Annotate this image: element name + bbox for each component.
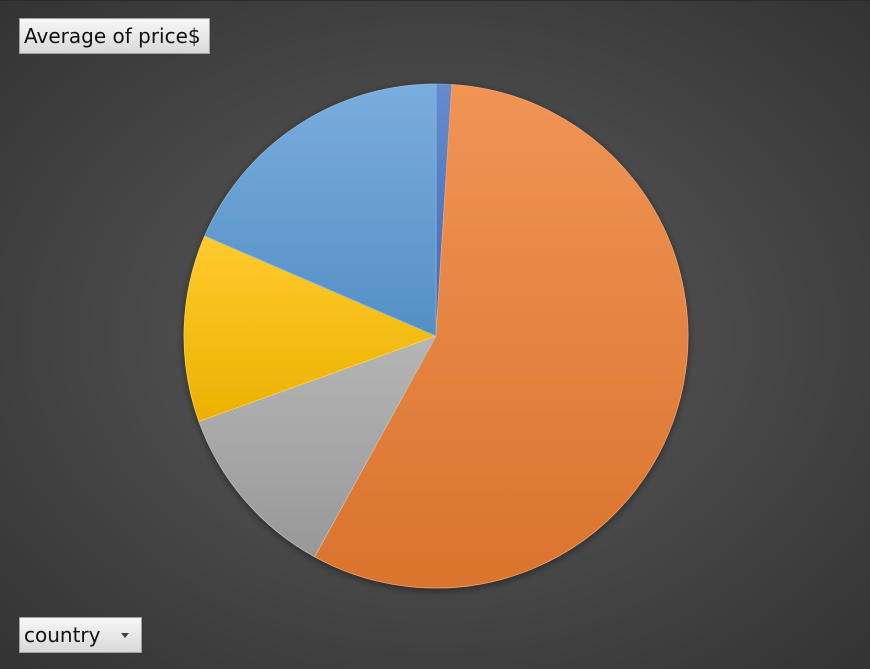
chevron-down-icon[interactable] [121,633,129,638]
pie-slice-3[interactable] [198,335,437,558]
value-field-label: Average of price$ [24,24,201,48]
pie-slice-4[interactable] [183,235,438,422]
country-field-dropdown[interactable]: country [19,617,142,653]
value-field-button[interactable]: Average of price$ [19,18,210,54]
pie-slice-5[interactable] [204,83,437,337]
country-field-label: country [24,623,101,647]
pie-slice-2[interactable] [314,84,689,589]
